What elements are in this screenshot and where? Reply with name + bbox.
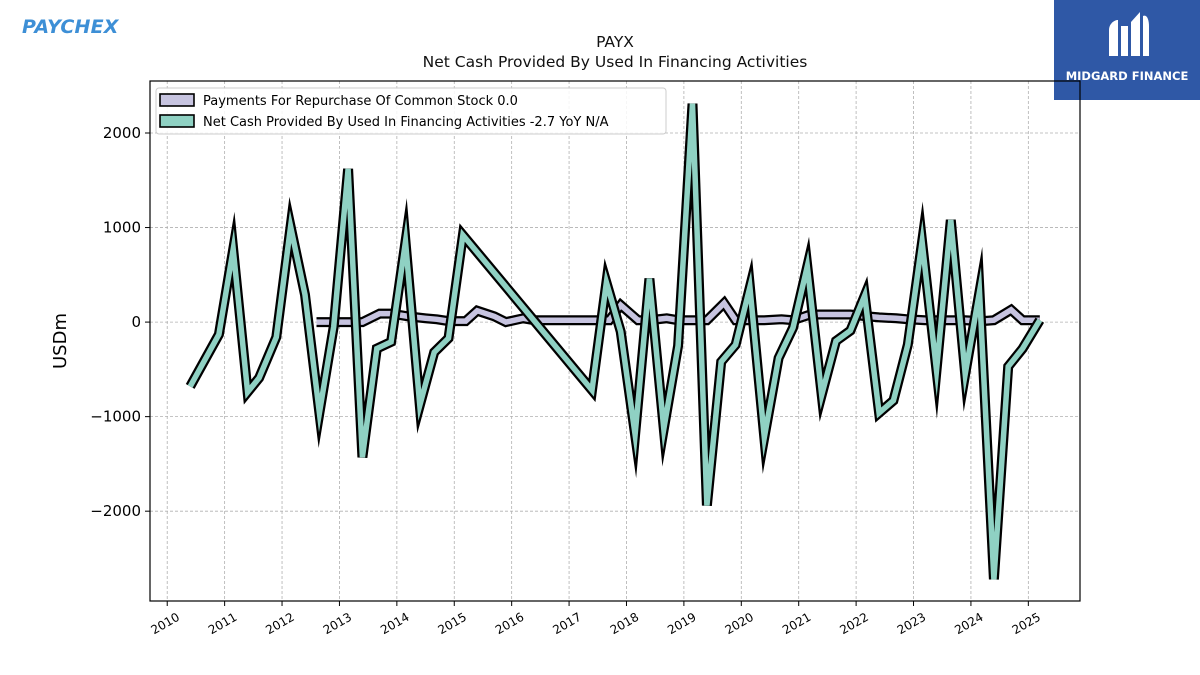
x-tick-label: 2013	[321, 610, 354, 637]
midgard-finance-logo-text: MIDGARD FINANCE	[1065, 69, 1189, 83]
legend-entry: Payments For Repurchase Of Common Stock …	[203, 94, 518, 109]
y-tick-label: 0	[131, 313, 141, 331]
x-tick-label: 2024	[952, 610, 985, 637]
chart-title: PAYX	[596, 33, 634, 51]
legend: Payments For Repurchase Of Common Stock …	[155, 87, 667, 135]
y-tick-label: −2000	[90, 502, 141, 520]
legend-swatch	[159, 93, 195, 107]
y-tick-label: 1000	[103, 219, 141, 237]
legend-entry: Net Cash Provided By Used In Financing A…	[203, 115, 609, 130]
x-tick-label: 2011	[206, 610, 239, 637]
x-tick-label: 2025	[1010, 610, 1043, 637]
legend-box	[155, 87, 667, 135]
x-tick-label: 2014	[378, 610, 411, 637]
chart-subtitle: Net Cash Provided By Used In Financing A…	[422, 53, 808, 71]
x-tick-label: 2016	[493, 610, 526, 637]
x-tick-label: 2018	[608, 610, 641, 637]
paychex-logo: PAYCHEX	[22, 16, 119, 38]
y-axis-label: USDm	[50, 313, 71, 369]
series-line-outline	[185, 103, 1045, 580]
x-tick-label: 2021	[780, 610, 813, 637]
series-financing	[185, 103, 1045, 580]
plot-frame	[149, 80, 1081, 602]
legend-swatch	[159, 114, 195, 128]
midgard-emblem-icon	[1109, 12, 1149, 56]
midgard-finance-badge: MIDGARD FINANCE	[1054, 0, 1200, 100]
x-tick-label: 2010	[148, 610, 181, 637]
series-line	[187, 103, 1043, 580]
y-tick-label: 2000	[103, 124, 141, 142]
x-tick-label: 2020	[723, 610, 756, 637]
series-repurchase	[316, 295, 1040, 328]
y-tick-label: −1000	[90, 408, 141, 426]
x-tick-label: 2012	[263, 610, 296, 637]
x-tick-label: 2023	[895, 610, 928, 637]
x-tick-label: 2017	[550, 610, 583, 637]
x-tick-label: 2015	[436, 610, 469, 637]
series-line	[316, 298, 1040, 325]
x-tick-label: 2022	[837, 610, 870, 637]
x-tick-label: 2019	[665, 610, 698, 637]
